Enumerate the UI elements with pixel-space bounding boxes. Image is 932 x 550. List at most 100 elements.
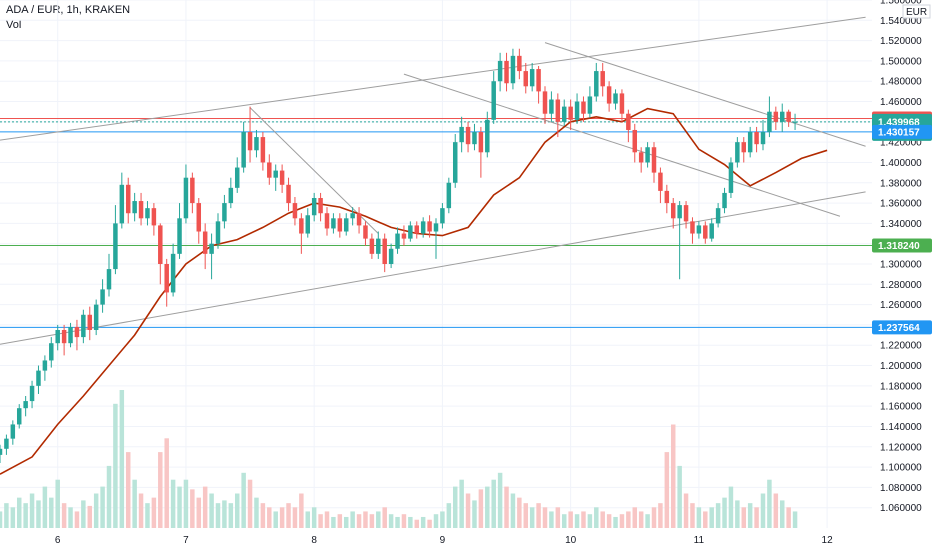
candle-body[interactable]: [619, 93, 625, 114]
candle-body[interactable]: [337, 218, 343, 232]
candle-body[interactable]: [247, 132, 253, 151]
candle-body[interactable]: [55, 330, 60, 344]
candle-body[interactable]: [87, 314, 93, 330]
candle-body[interactable]: [369, 238, 375, 254]
price-tag-level-1[interactable]: [872, 124, 932, 139]
candle-body[interactable]: [151, 208, 157, 226]
candle-body[interactable]: [459, 126, 464, 143]
candle-body[interactable]: [632, 129, 638, 153]
candle-body[interactable]: [100, 289, 105, 305]
candle-body[interactable]: [23, 401, 28, 409]
candle-body[interactable]: [363, 225, 368, 239]
price-axis[interactable]: [872, 0, 932, 550]
candle-body[interactable]: [74, 326, 80, 338]
trendline-descending-upper[interactable]: [544, 42, 866, 147]
candle-body[interactable]: [401, 233, 407, 239]
candle-body[interactable]: [164, 264, 169, 293]
candle-body[interactable]: [202, 231, 208, 254]
candle-body[interactable]: [42, 360, 48, 371]
candle-body[interactable]: [196, 203, 202, 232]
candle-body[interactable]: [433, 223, 439, 232]
candle-body[interactable]: [587, 96, 593, 114]
candle-body[interactable]: [299, 218, 304, 234]
volume-indicator-label[interactable]: Vol: [6, 19, 22, 31]
candle-body[interactable]: [658, 172, 663, 191]
candle-body[interactable]: [767, 111, 772, 132]
candle-body[interactable]: [472, 132, 477, 145]
time-axis[interactable]: [0, 528, 932, 550]
candle-body[interactable]: [81, 314, 86, 338]
candle-body[interactable]: [279, 170, 285, 185]
candle-body[interactable]: [119, 184, 125, 224]
candle-body[interactable]: [485, 119, 490, 153]
candle-body[interactable]: [517, 55, 522, 72]
candle-body[interactable]: [568, 106, 573, 120]
candle-body[interactable]: [715, 208, 721, 224]
candle-body[interactable]: [606, 86, 612, 104]
candle-body[interactable]: [311, 198, 317, 216]
candle-body[interactable]: [222, 203, 227, 222]
candle-body[interactable]: [555, 99, 561, 122]
candle-body[interactable]: [709, 223, 714, 239]
candle-body[interactable]: [190, 177, 195, 204]
candle-body[interactable]: [581, 101, 586, 114]
candle-body[interactable]: [343, 218, 349, 232]
candle-body[interactable]: [677, 205, 682, 219]
candle-body[interactable]: [728, 162, 734, 193]
candle-body[interactable]: [478, 132, 484, 153]
candle-body[interactable]: [16, 408, 22, 425]
candle-body[interactable]: [703, 225, 708, 239]
candle-body[interactable]: [651, 147, 657, 173]
candle-body[interactable]: [792, 121, 798, 123]
candle-body[interactable]: [158, 225, 163, 264]
candle-body[interactable]: [215, 221, 221, 244]
candle-body[interactable]: [305, 215, 311, 234]
candle-body[interactable]: [209, 243, 214, 254]
candle-body[interactable]: [465, 126, 471, 145]
candle-body[interactable]: [549, 99, 554, 114]
trendline-channel-lower[interactable]: [0, 191, 866, 345]
candle-body[interactable]: [760, 132, 766, 145]
candle-body[interactable]: [747, 132, 753, 153]
candle-body[interactable]: [267, 162, 272, 178]
candle-body[interactable]: [273, 170, 278, 178]
candle-body[interactable]: [638, 152, 644, 163]
candle-body[interactable]: [68, 326, 73, 344]
candle-body[interactable]: [145, 208, 150, 219]
candle-body[interactable]: [600, 71, 605, 87]
candle-body[interactable]: [773, 111, 779, 122]
candle-body[interactable]: [132, 201, 137, 214]
candle-body[interactable]: [10, 424, 16, 439]
price-tag-level-2[interactable]: [872, 238, 932, 253]
candle-body[interactable]: [741, 142, 747, 153]
price-tag-level-3[interactable]: [872, 320, 932, 335]
candle-body[interactable]: [382, 238, 387, 264]
candle-body[interactable]: [786, 111, 791, 122]
candle-body[interactable]: [234, 167, 240, 188]
candle-body[interactable]: [446, 182, 452, 209]
candle-body[interactable]: [138, 201, 144, 219]
candle-body[interactable]: [93, 304, 99, 330]
candle-body[interactable]: [574, 101, 580, 120]
candle-body[interactable]: [779, 111, 785, 122]
candle-body[interactable]: [735, 142, 740, 163]
candle-body[interactable]: [324, 213, 330, 229]
candle-body[interactable]: [427, 221, 432, 232]
candle-body[interactable]: [29, 385, 35, 402]
candle-body[interactable]: [388, 248, 394, 264]
candle-body[interactable]: [690, 221, 695, 234]
candle-body[interactable]: [106, 269, 112, 290]
candle-body[interactable]: [408, 225, 413, 239]
candle-body[interactable]: [350, 213, 355, 219]
candle-body[interactable]: [529, 69, 535, 87]
candle-body[interactable]: [664, 190, 670, 204]
candle-body[interactable]: [4, 438, 9, 449]
candle-body[interactable]: [170, 253, 176, 293]
candle-body[interactable]: [440, 208, 445, 224]
candle-body[interactable]: [523, 71, 529, 87]
candle-body[interactable]: [254, 137, 259, 151]
candle-body[interactable]: [420, 221, 426, 234]
candle-body[interactable]: [292, 203, 298, 219]
candle-body[interactable]: [61, 330, 67, 344]
